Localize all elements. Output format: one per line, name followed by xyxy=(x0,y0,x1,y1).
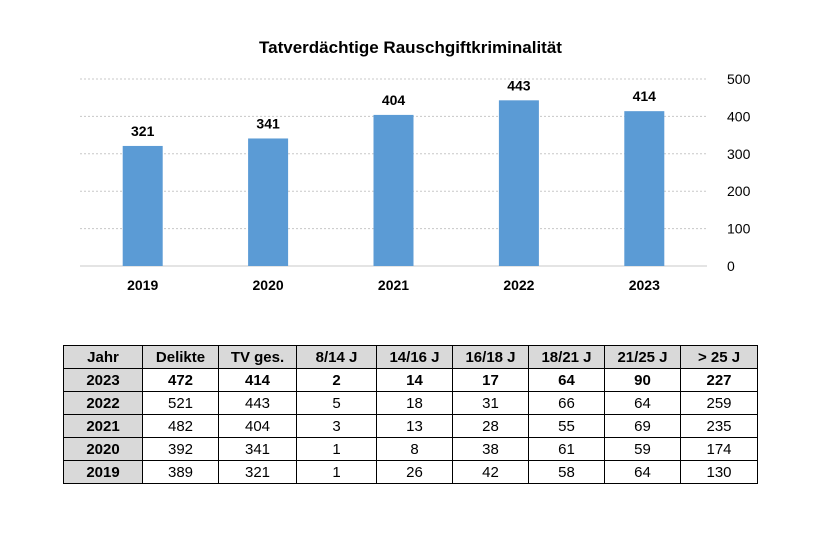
table-row: 2022 521 443 5 18 31 66 64 259 xyxy=(63,391,758,415)
column-header: > 25 J xyxy=(680,345,758,369)
table-cell: 392 xyxy=(142,437,219,461)
table-cell: 64 xyxy=(528,368,605,392)
table-cell: 8 xyxy=(376,437,453,461)
table-cell: 31 xyxy=(452,391,529,415)
table-row: 2019 389 321 1 26 42 58 64 130 xyxy=(63,460,758,484)
table-cell: 55 xyxy=(528,414,605,438)
bar-2023 xyxy=(624,111,665,266)
table-cell: 227 xyxy=(680,368,758,392)
column-header: 21/25 J xyxy=(604,345,681,369)
year-cell: 2020 xyxy=(63,437,143,461)
table-cell: 1 xyxy=(296,460,377,484)
x-tick-label: 2022 xyxy=(503,277,534,293)
table-cell: 90 xyxy=(604,368,681,392)
table-cell: 321 xyxy=(218,460,297,484)
table-cell: 64 xyxy=(604,460,681,484)
column-header: Delikte xyxy=(142,345,219,369)
year-cell: 2023 xyxy=(63,368,143,392)
bar-value-label: 443 xyxy=(507,77,531,93)
statistics-table: Jahr Delikte TV ges. 8/14 J 14/16 J 16/18 J 18… xyxy=(63,345,758,484)
y-tick-label: 500 xyxy=(727,71,751,87)
x-tick-label: 2019 xyxy=(127,277,158,293)
bar-2022 xyxy=(498,100,539,267)
table-cell: 3 xyxy=(296,414,377,438)
bar-value-label: 404 xyxy=(382,92,406,108)
y-tick-label: 0 xyxy=(727,258,735,274)
column-header: Jahr xyxy=(63,345,143,369)
table-cell: 61 xyxy=(528,437,605,461)
table-cell: 414 xyxy=(218,368,297,392)
y-tick-label: 100 xyxy=(727,221,751,237)
bar-value-label: 341 xyxy=(256,115,280,131)
table-cell: 17 xyxy=(452,368,529,392)
bar-2019 xyxy=(122,145,163,266)
table-cell: 521 xyxy=(142,391,219,415)
table-cell: 38 xyxy=(452,437,529,461)
bar-value-label: 321 xyxy=(131,123,155,139)
table-cell: 341 xyxy=(218,437,297,461)
table-cell: 66 xyxy=(528,391,605,415)
table-cell: 174 xyxy=(680,437,758,461)
table-row: 2023 472 414 2 14 17 64 90 227 xyxy=(63,368,758,392)
table-cell: 13 xyxy=(376,414,453,438)
x-tick-label: 2020 xyxy=(253,277,284,293)
column-header: TV ges. xyxy=(218,345,297,369)
year-cell: 2021 xyxy=(63,414,143,438)
x-tick-label: 2023 xyxy=(629,277,660,293)
table-cell: 69 xyxy=(604,414,681,438)
table-cell: 235 xyxy=(680,414,758,438)
table-row: 2020 392 341 1 8 38 61 59 174 xyxy=(63,437,758,461)
table-cell: 58 xyxy=(528,460,605,484)
table-cell: 5 xyxy=(296,391,377,415)
column-header: 16/18 J xyxy=(452,345,529,369)
table-cell: 443 xyxy=(218,391,297,415)
chart-title: Tatverdächtige Rauschgiftkriminalität xyxy=(259,38,562,57)
y-tick-label: 300 xyxy=(727,146,751,162)
table-cell: 28 xyxy=(452,414,529,438)
table-cell: 404 xyxy=(218,414,297,438)
y-tick-label: 400 xyxy=(727,108,751,124)
column-header: 14/16 J xyxy=(376,345,453,369)
table-cell: 59 xyxy=(604,437,681,461)
table-cell: 482 xyxy=(142,414,219,438)
table-cell: 14 xyxy=(376,368,453,392)
table-cell: 1 xyxy=(296,437,377,461)
year-cell: 2022 xyxy=(63,391,143,415)
table-cell: 42 xyxy=(452,460,529,484)
y-tick-label: 200 xyxy=(727,183,751,199)
table-cell: 259 xyxy=(680,391,758,415)
x-tick-label: 2021 xyxy=(378,277,409,293)
table-header-row: Jahr Delikte TV ges. 8/14 J 14/16 J 16/18 J 18… xyxy=(63,345,758,369)
table-row: 2021 482 404 3 13 28 55 69 235 xyxy=(63,414,758,438)
table-body: 2023 472 414 2 14 17 64 90 227 2022 521 443 5 18 31 66 6… xyxy=(63,368,758,484)
column-header: 8/14 J xyxy=(296,345,377,369)
table-cell: 2 xyxy=(296,368,377,392)
year-cell: 2019 xyxy=(63,460,143,484)
table-cell: 389 xyxy=(142,460,219,484)
table-cell: 26 xyxy=(376,460,453,484)
bar-value-label: 414 xyxy=(633,88,657,104)
table-cell: 130 xyxy=(680,460,758,484)
bar-2021 xyxy=(373,114,414,267)
bar-2020 xyxy=(248,138,289,266)
column-header: 18/21 J xyxy=(528,345,605,369)
table-cell: 64 xyxy=(604,391,681,415)
table-cell: 472 xyxy=(142,368,219,392)
table-cell: 18 xyxy=(376,391,453,415)
bar-chart: 0 100 200 300 400 500 321 2019 341 2020 404 2021 443… xyxy=(80,71,751,293)
